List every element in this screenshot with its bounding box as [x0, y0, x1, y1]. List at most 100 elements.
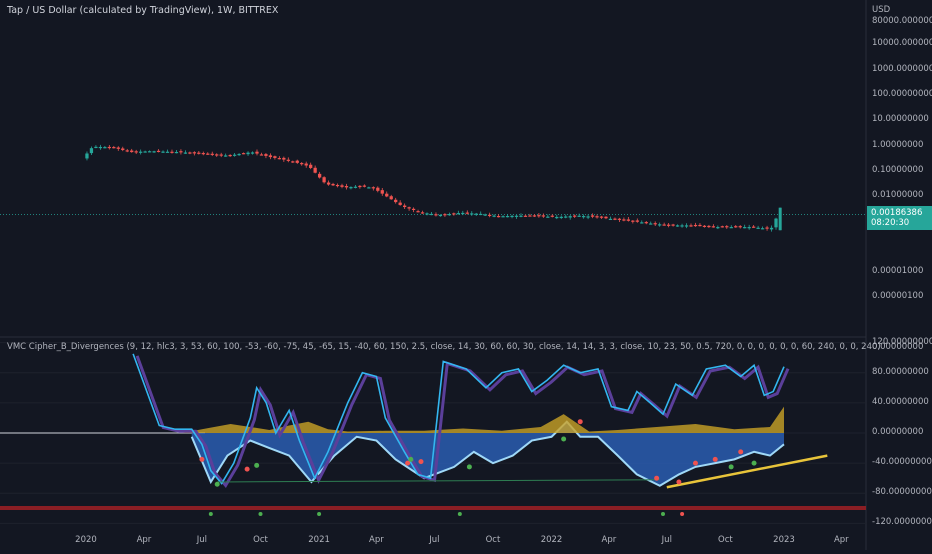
- candle-body: [613, 218, 617, 220]
- time-tick-label: Apr: [136, 535, 152, 545]
- candle-body: [684, 225, 689, 227]
- candle-body: [559, 216, 563, 218]
- candle-body: [165, 151, 170, 153]
- candle-body: [353, 186, 358, 188]
- candle-body: [649, 223, 653, 225]
- candle-body: [264, 154, 268, 156]
- candle-body: [130, 150, 134, 153]
- candle-body: [89, 148, 94, 154]
- bottom-signal-dot: [208, 512, 213, 516]
- bottom-signal-dot: [457, 512, 462, 516]
- candle-body: [523, 215, 528, 217]
- indicator-title[interactable]: VMC Cipher_B_Divergences (9, 12, hlc3, 3…: [7, 342, 881, 352]
- candle-body: [488, 214, 492, 216]
- indicator-tick-label: 40.00000000: [872, 396, 929, 407]
- candle-body: [590, 215, 595, 217]
- indicator-tick-label: -120.00000000: [872, 517, 932, 528]
- candle-body: [139, 151, 143, 153]
- candle-body: [501, 216, 505, 218]
- candle-body: [273, 156, 277, 158]
- candle-body: [255, 151, 259, 154]
- candle-body: [581, 216, 586, 218]
- candle-body: [161, 151, 165, 153]
- candle-body: [666, 224, 671, 226]
- candle-body: [349, 187, 353, 189]
- money-flow-area: [182, 406, 784, 433]
- candle-body: [250, 152, 255, 154]
- candle-body: [577, 215, 581, 217]
- last-candle-body: [778, 207, 782, 231]
- candle-body: [541, 215, 545, 217]
- candle-body: [331, 183, 335, 186]
- candle-body: [376, 187, 380, 191]
- candle-body: [121, 148, 125, 151]
- candle-body: [103, 147, 107, 149]
- candle-body: [461, 212, 465, 215]
- indicator-tick-label: -80.00000000: [872, 487, 932, 498]
- candle-body: [689, 225, 693, 227]
- candle-body: [640, 222, 644, 224]
- sell-dot: [712, 456, 718, 462]
- candle-body: [411, 208, 416, 211]
- bottom-signal-dot: [258, 512, 263, 516]
- candle-body: [224, 155, 228, 157]
- price-tick-label: 1.00000000: [872, 139, 924, 150]
- candle-body: [496, 216, 501, 218]
- candle-body: [725, 226, 729, 228]
- candle-body: [720, 226, 724, 228]
- candle-body: [456, 213, 460, 215]
- candle-body: [769, 227, 774, 230]
- price-tick-label: 80000.00000000: [872, 15, 932, 26]
- bar-countdown: 08:20:30: [871, 218, 910, 228]
- candle-body: [631, 220, 635, 222]
- candle-body: [474, 213, 478, 215]
- candle-body: [219, 154, 223, 156]
- bullish-divergence-line: [217, 479, 660, 483]
- candle-body: [483, 214, 487, 216]
- candle-body: [403, 205, 407, 208]
- candle-body: [698, 224, 702, 227]
- time-tick-label: Oct: [485, 535, 501, 545]
- candle-body: [134, 151, 138, 153]
- candle-body: [443, 214, 447, 216]
- candle-body: [608, 218, 613, 221]
- candle-body: [434, 214, 438, 216]
- candle-body: [206, 153, 210, 155]
- time-tick-label: Apr: [833, 535, 849, 545]
- price-tick-label: 10000.00000000: [872, 38, 932, 49]
- candle-body: [680, 225, 684, 227]
- candle-body: [644, 222, 648, 224]
- candle-body: [604, 216, 608, 219]
- price-tick-label: 0.00001000: [872, 266, 924, 277]
- candle-body: [322, 177, 326, 183]
- candle-body: [734, 226, 738, 228]
- candle-body: [716, 227, 720, 229]
- price-tick-label: 0.00000100: [872, 291, 924, 302]
- candle-body: [564, 216, 568, 218]
- candle-body: [711, 226, 716, 228]
- price-tick-label: 10.00000000: [872, 114, 929, 125]
- candle-body: [546, 216, 550, 218]
- sell-dot: [199, 456, 205, 462]
- price-tick-label: 0.10000000: [872, 164, 924, 175]
- candle-body: [232, 154, 237, 156]
- time-tick-label: Apr: [601, 535, 617, 545]
- vwap-line: [190, 420, 785, 487]
- buy-dot: [561, 436, 567, 442]
- candle-body: [201, 153, 205, 155]
- candle-body: [662, 224, 666, 226]
- time-tick-label: 2021: [308, 535, 330, 545]
- time-tick-label: Oct: [718, 535, 733, 545]
- time-tick-label: 2020: [75, 535, 97, 545]
- candle-body: [389, 196, 393, 200]
- candle-body: [707, 225, 711, 228]
- candle-body: [394, 199, 398, 203]
- buy-dot: [254, 462, 260, 468]
- candle-body: [152, 151, 156, 153]
- candle-body: [429, 213, 434, 216]
- candle-body: [277, 158, 281, 160]
- candle-body: [98, 146, 103, 149]
- chart-title: Tap / US Dollar (calculated by TradingVi…: [7, 5, 279, 16]
